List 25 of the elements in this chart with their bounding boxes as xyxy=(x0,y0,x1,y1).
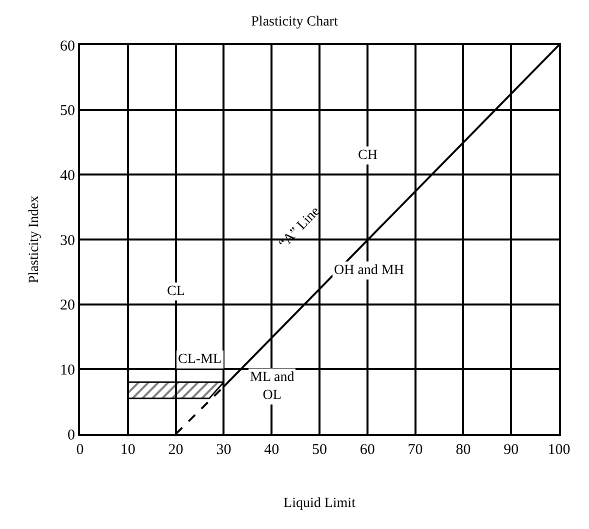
x-tick-label: 100 xyxy=(548,442,570,458)
chart-title: Plasticity Chart xyxy=(251,14,338,30)
y-tick-label: 60 xyxy=(60,38,75,54)
y-tick-label: 10 xyxy=(60,362,75,378)
x-tick-label: 70 xyxy=(408,442,423,458)
x-tick-label: 50 xyxy=(312,442,327,458)
y-axis-title: Plasticity Index xyxy=(27,196,42,284)
y-tick-label: 30 xyxy=(60,232,75,249)
x-tick-label: 30 xyxy=(216,442,232,458)
y-tick-label: 0 xyxy=(68,427,75,444)
x-axis-title: Liquid Limit xyxy=(284,496,356,511)
annotation: CH xyxy=(358,148,378,163)
annotation: ML and OL xyxy=(250,370,294,404)
x-tick-label: 20 xyxy=(168,442,184,458)
x-tick-label: 10 xyxy=(120,442,136,458)
x-tick-label: 60 xyxy=(360,442,375,458)
annotation: CL-ML xyxy=(178,352,222,367)
y-tick-label: 20 xyxy=(60,298,75,314)
y-tick-label: 50 xyxy=(60,103,75,120)
x-tick-label: 90 xyxy=(504,442,519,458)
x-tick-label: 80 xyxy=(456,442,471,458)
annotation: OH and MH xyxy=(334,263,404,278)
x-tick-label: 40 xyxy=(264,442,280,458)
annotation: CL xyxy=(167,284,185,299)
y-tick-label: 40 xyxy=(60,168,75,184)
